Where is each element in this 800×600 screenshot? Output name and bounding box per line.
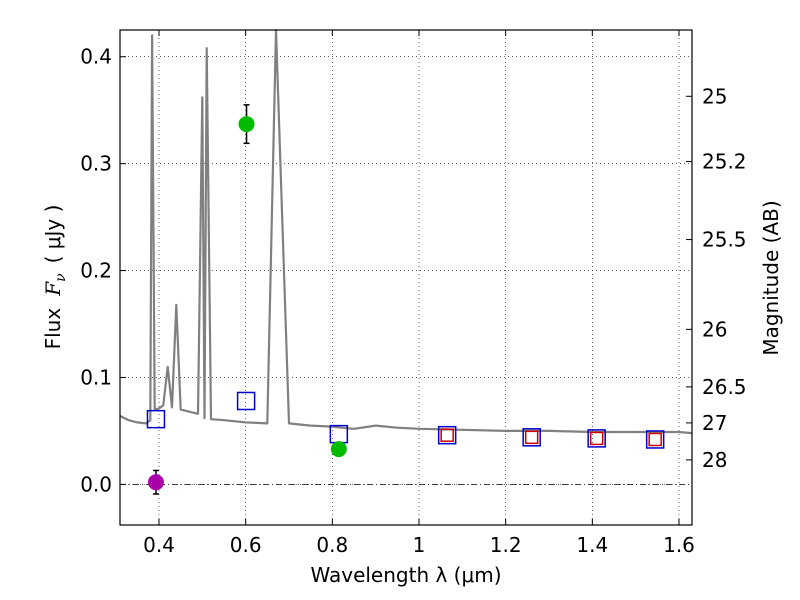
y-tick-label: 0.4 [80, 45, 112, 69]
observed-green-point [238, 116, 255, 133]
y-axis-label-subscript: ν [53, 273, 69, 282]
x-axis-label: Wavelength λ (μm) [310, 563, 501, 587]
axis-ticks [120, 30, 692, 525]
magnitude-tick-label: 25.2 [702, 150, 747, 174]
y-axis-label-prefix: Flux [41, 308, 65, 350]
y-tick-label: 0.2 [80, 259, 112, 283]
model-blue-square [645, 430, 665, 449]
observed-green-point [330, 441, 347, 458]
y-tick-labels: 0.0 0.1 0.2 0.3 0.4 [80, 45, 112, 497]
x-tick-label: 0.8 [316, 533, 348, 557]
model-blue-square [437, 425, 457, 445]
magnitude-tick-label: 25 [702, 84, 727, 108]
y-axis-label: Flux Fν ( μJy ) [41, 205, 69, 350]
magnitude-tick-label: 28 [702, 448, 727, 472]
x-tick-label: 0.4 [143, 533, 175, 557]
x-tick-label: 1 [413, 533, 426, 557]
model-blue-square [587, 429, 606, 448]
right-axis-label: Magnitude (AB) [759, 200, 783, 355]
x-tick-label: 1.4 [576, 533, 608, 557]
observed-red-square [524, 430, 539, 445]
model-blue-square [236, 391, 256, 411]
x-tick-label: 0.6 [230, 533, 262, 557]
observed-red-square [589, 431, 604, 446]
plot-frame [119, 29, 693, 526]
model-blue-square [522, 428, 541, 447]
observed-red-square [648, 432, 662, 447]
model-blue-square [146, 409, 166, 429]
x-tick-label: 1.6 [663, 533, 695, 557]
observed-red-square [440, 428, 454, 442]
magnitude-tick-label: 27 [702, 411, 727, 435]
y-axis-label-units: ( μJy ) [41, 205, 65, 264]
y-axis-label-symbol: F [41, 281, 65, 297]
magnitude-tick-label: 26 [702, 317, 727, 341]
x-tick-labels: 0.4 0.6 0.8 1 1.2 1.4 1.6 [143, 533, 695, 557]
magnitude-tick-label: 26.5 [702, 375, 747, 399]
y-tick-label: 0.1 [80, 365, 112, 389]
x-tick-label: 1.2 [490, 533, 522, 557]
y-tick-label: 0.3 [80, 152, 112, 176]
magnitude-tick-label: 25.5 [702, 228, 747, 252]
magnitude-tick-labels: 25 25.2 25.5 26 26.5 27 28 [702, 84, 747, 472]
observed-magenta-point [147, 474, 164, 491]
marker-series [146, 104, 665, 495]
y-tick-label: 0.0 [80, 472, 112, 496]
